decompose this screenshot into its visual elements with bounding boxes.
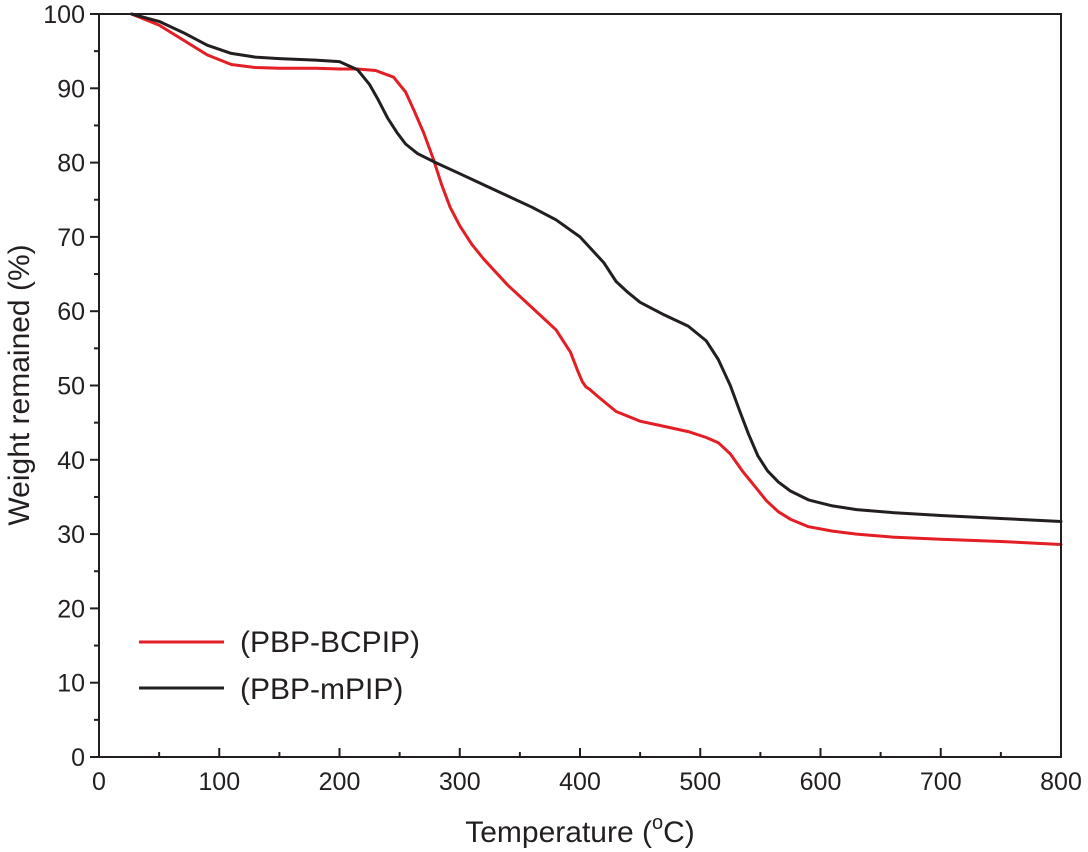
x-tick-label-700: 700 — [920, 768, 962, 796]
x-tick-label-800: 800 — [1040, 768, 1082, 796]
tick-labels-layer: 0 100 200 300 400 500 600 700 800 0 10 20 30 40 50 60 70… — [43, 1, 1082, 796]
x-tick-label-500: 500 — [679, 768, 721, 796]
y-tick-label-50: 50 — [57, 373, 85, 401]
series-layer — [130, 12, 1063, 546]
y-tick-label-10: 10 — [57, 670, 85, 698]
y-tick-label-20: 20 — [57, 595, 85, 623]
ticks-layer — [90, 13, 1062, 758]
y-tick-label-0: 0 — [71, 744, 85, 772]
x-tick-label-0: 0 — [92, 768, 106, 796]
legend-label-pbp-mpip: (PBP-mPIP) — [240, 673, 403, 706]
y-axis-title: Weight remained (%) — [3, 244, 36, 525]
x-tick-label-200: 200 — [319, 768, 361, 796]
series-line-pbp-mpip — [130, 12, 1063, 523]
y-tick-label-70: 70 — [57, 224, 85, 252]
x-axis-title-superscript: o — [652, 812, 663, 834]
series-line-pbp-bcpip — [130, 12, 1063, 546]
y-tick-label-40: 40 — [57, 447, 85, 475]
x-tick-label-400: 400 — [559, 768, 601, 796]
x-axis-title: Temperature (oC) — [465, 812, 695, 849]
y-tick-label-30: 30 — [57, 521, 85, 549]
x-tick-label-600: 600 — [800, 768, 842, 796]
legend-label-pbp-bcpip: (PBP-BCPIP) — [240, 626, 420, 659]
y-tick-label-100: 100 — [43, 1, 85, 29]
y-tick-label-80: 80 — [57, 150, 85, 178]
x-tick-label-100: 100 — [198, 768, 240, 796]
y-tick-label-90: 90 — [57, 75, 85, 103]
x-tick-label-300: 300 — [439, 768, 481, 796]
y-tick-label-60: 60 — [57, 298, 85, 326]
legend: (PBP-BCPIP) (PBP-mPIP) — [139, 626, 420, 706]
